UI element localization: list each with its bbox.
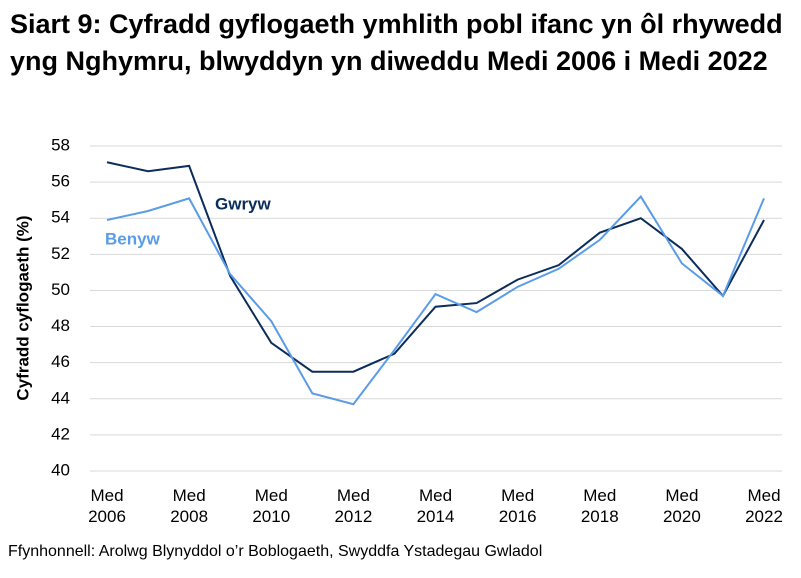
series-label: Benyw	[105, 229, 161, 248]
y-tick-label: 54	[51, 208, 70, 227]
y-tick-label: 50	[51, 280, 70, 299]
line	[106, 161, 765, 373]
x-tick-label: Med 2016	[498, 486, 537, 526]
y-tick-label: 40	[51, 460, 70, 479]
y-tick-label: 58	[51, 135, 70, 154]
y-tick-label: 42	[51, 424, 70, 443]
y-tick-label: 56	[51, 172, 70, 191]
x-tick-label: Med 2012	[334, 486, 373, 526]
y-tick-label: 52	[51, 244, 70, 263]
line	[106, 194, 765, 406]
x-tick-label: Med 2006	[88, 486, 126, 526]
x-tick-label: Med 2010	[252, 486, 291, 526]
x-tick-label: Med 2018	[580, 486, 619, 526]
y-tick-label: 44	[51, 388, 70, 407]
source: Ffynhonnell: Arolwg Blynyddol o’r Boblog…	[8, 543, 543, 560]
y-axis-label: Cyfradd cyflogaeth (%)	[13, 215, 32, 400]
series-label: Gwryw	[215, 194, 272, 213]
x-tick-label: Med 2020	[662, 486, 701, 526]
y-tick-label: 48	[51, 316, 70, 335]
chart-title: Siart 9: Cyfradd gyflogaeth ymhlith pobl…	[10, 9, 783, 76]
x-tick-label: Med 2008	[170, 486, 209, 526]
y-tick-label: 46	[51, 352, 70, 371]
x-tick-label: Med 2014	[416, 486, 455, 526]
x-tick-label: Med 2022	[745, 486, 783, 526]
